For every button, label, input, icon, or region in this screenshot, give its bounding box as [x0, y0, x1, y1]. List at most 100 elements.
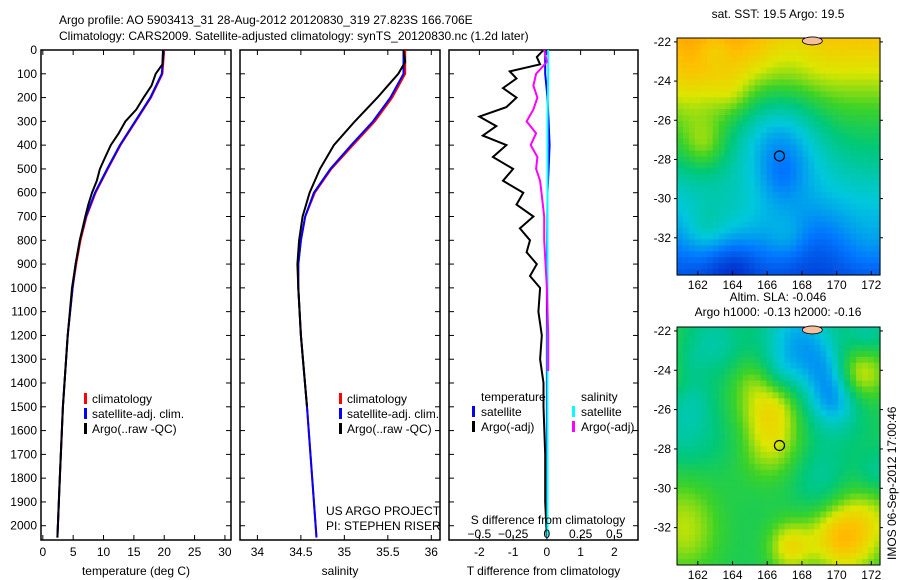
map-cell	[700, 263, 708, 270]
map-cell	[814, 493, 821, 501]
map-cell	[874, 221, 881, 229]
map-cell	[832, 422, 839, 429]
map-cell	[724, 434, 732, 441]
map-cell	[808, 398, 815, 405]
map-cell	[706, 233, 714, 240]
map-cell	[820, 115, 827, 122]
map-cell	[688, 186, 696, 193]
map-cell	[700, 144, 708, 152]
map-cell	[832, 38, 839, 45]
map-frame	[676, 326, 881, 566]
map-cell	[832, 410, 839, 417]
map-cell	[850, 380, 857, 388]
map-cell	[868, 475, 875, 483]
map-cell	[730, 463, 738, 471]
map-cell	[784, 338, 792, 346]
map-cell	[838, 38, 845, 45]
map-cell	[718, 398, 726, 405]
map-cell	[760, 168, 768, 175]
map-cell	[862, 344, 869, 352]
map-cell	[724, 144, 732, 152]
y-tick-label: 1900	[10, 495, 37, 509]
x-tick-label: 20	[158, 545, 172, 559]
map-cell	[754, 126, 762, 134]
map-cell	[736, 392, 744, 399]
map-cell	[694, 386, 702, 393]
map-cell	[856, 49, 863, 57]
map-cell	[772, 356, 780, 364]
map-cell	[790, 269, 797, 276]
map-cell	[760, 109, 768, 116]
map-cell	[802, 215, 809, 223]
map-cell	[677, 144, 684, 152]
map-cell	[802, 43, 809, 51]
map-cell	[820, 368, 827, 376]
map-cell	[688, 103, 696, 110]
map-cell	[754, 356, 762, 364]
map-cell	[700, 499, 708, 507]
map-cell	[688, 517, 696, 524]
map-cell	[677, 434, 684, 441]
map-cell	[832, 374, 839, 382]
map-cell	[838, 121, 845, 128]
map-cell	[724, 446, 732, 453]
map-cell	[802, 422, 809, 429]
map-cell	[838, 97, 845, 104]
map-cell	[850, 493, 857, 501]
map-cell	[742, 404, 750, 411]
map-cell	[712, 49, 720, 57]
map-cell	[844, 263, 851, 270]
map-cell	[683, 91, 690, 98]
series-line-climatology	[297, 50, 407, 538]
map-cell	[683, 138, 690, 146]
map-cell	[742, 380, 750, 388]
map-cell	[694, 469, 702, 477]
map-cell	[826, 529, 833, 536]
map-cell	[844, 174, 851, 181]
map-cell	[862, 55, 869, 63]
map-cell	[700, 203, 708, 211]
map-cell	[760, 251, 768, 258]
map-cell	[778, 362, 786, 370]
map-cell	[850, 338, 857, 346]
map-cell	[826, 547, 833, 554]
map-cell	[808, 332, 815, 340]
map-cell	[784, 332, 792, 340]
map-cell	[796, 257, 803, 264]
map-cell	[778, 245, 786, 252]
map-cell	[772, 263, 780, 270]
map-cell	[718, 535, 726, 542]
map-cell	[694, 327, 702, 334]
map-cell	[742, 362, 750, 370]
map-cell	[856, 434, 863, 441]
map-cell	[778, 38, 786, 45]
map-cell	[694, 410, 702, 417]
map-cell	[814, 446, 821, 453]
map-cell	[766, 251, 774, 258]
map-cell	[778, 269, 786, 276]
map-cell	[856, 327, 863, 334]
map-cell	[778, 203, 786, 211]
map-cell	[724, 67, 732, 75]
map-cell	[868, 338, 875, 346]
map-cell	[838, 73, 845, 80]
map-cell	[736, 344, 744, 352]
map-cell	[802, 180, 809, 187]
map-cell	[784, 392, 792, 399]
map-cell	[790, 91, 797, 98]
map-cell	[700, 368, 708, 376]
map-cell	[790, 553, 797, 560]
map-cell	[826, 362, 833, 370]
axes-frame-salinity	[239, 49, 441, 541]
map-cell	[832, 198, 839, 205]
map-cell	[724, 257, 732, 264]
map-cell	[790, 67, 797, 75]
map-cell	[712, 338, 720, 346]
map-cell	[683, 168, 690, 175]
map-cell	[772, 215, 780, 223]
map-cell	[724, 511, 732, 518]
map-cell	[742, 416, 750, 423]
map-cell	[862, 144, 869, 152]
map-cell	[748, 61, 756, 69]
map-cell	[868, 115, 875, 122]
